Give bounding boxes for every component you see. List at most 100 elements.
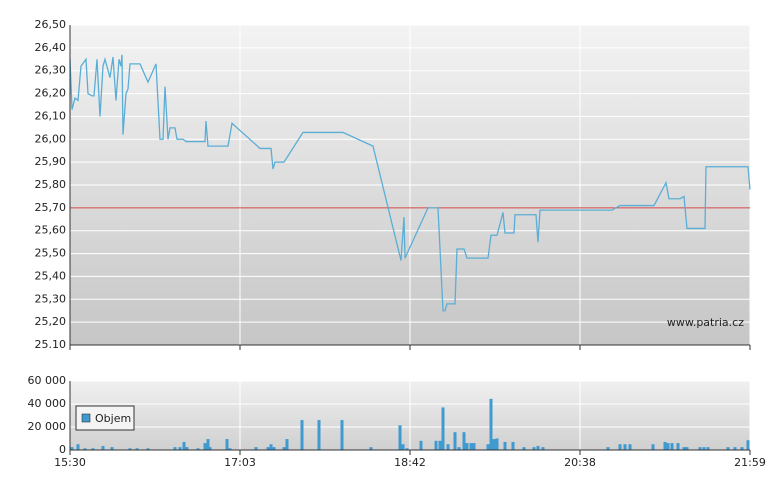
volume-bar [606, 447, 610, 450]
y-tick-label: 25,80 [35, 178, 67, 191]
volume-bar [465, 443, 469, 450]
volume-bar [182, 441, 186, 450]
x-tick-label: 18:42 [394, 456, 426, 469]
y-tick-label: 26,40 [35, 41, 67, 54]
y-tick-label: 25,40 [35, 269, 67, 282]
volume-bar [110, 447, 114, 450]
volume-bar [676, 443, 680, 450]
volume-bar [185, 447, 189, 450]
volume-bar [453, 432, 457, 450]
volume-bar [76, 444, 80, 450]
volume-bar [746, 440, 750, 450]
volume-bar [495, 438, 499, 450]
y-tick-label: 25,50 [35, 247, 67, 260]
y-tick-label: 25.10 [35, 338, 67, 351]
volume-bar [178, 447, 182, 450]
volume-bar [254, 447, 258, 450]
volume-bar [269, 444, 273, 450]
y-tick-label: 60 000 [28, 374, 67, 387]
volume-bar [196, 448, 200, 450]
volume-bar [401, 444, 405, 450]
volume-bar [726, 447, 730, 450]
y-tick-label: 25,30 [35, 292, 67, 305]
volume-bar [522, 447, 526, 450]
volume-bar [206, 439, 210, 450]
y-tick-label: 25,70 [35, 201, 67, 214]
volume-bar [623, 444, 627, 450]
x-tick-label: 17:03 [224, 456, 256, 469]
volume-bar [369, 447, 373, 450]
volume-bar [663, 441, 667, 450]
volume-bar [685, 447, 689, 450]
volume-bar [285, 439, 289, 450]
y-tick-label: 26,20 [35, 87, 67, 100]
volume-bar [698, 447, 702, 450]
volume-bar [173, 447, 177, 450]
volume-bar [472, 443, 476, 450]
volume-bar [651, 444, 655, 450]
volume-bar [135, 448, 139, 450]
y-tick-label: 26,00 [35, 132, 67, 145]
volume-bar [434, 440, 438, 450]
volume-bar [300, 420, 304, 450]
x-tick-label: 20:38 [564, 456, 596, 469]
volume-bar [706, 447, 710, 450]
volume-bar [272, 447, 276, 450]
y-tick-label: 40 000 [28, 397, 67, 410]
volume-bar [203, 443, 207, 450]
price-line [69, 54, 751, 312]
volume-bar [541, 447, 545, 450]
y-tick-label: 25,60 [35, 224, 67, 237]
volume-bar [446, 444, 450, 450]
volume-bar [225, 439, 229, 450]
volume-bar [462, 432, 466, 450]
volume-bar [91, 448, 95, 450]
volume-bar [628, 444, 632, 450]
watermark: www.patria.cz [667, 316, 744, 329]
volume-bar [492, 439, 496, 450]
volume-bar [740, 447, 744, 450]
volume-bar [208, 447, 212, 450]
volume-bar [469, 443, 473, 450]
volume-bar [536, 445, 540, 450]
volume-bar [503, 441, 507, 450]
volume-bar [511, 441, 515, 450]
volume-bar [733, 447, 737, 450]
volume-bar [666, 443, 670, 450]
volume-bar [441, 407, 445, 450]
volume-bar [618, 444, 622, 450]
y-tick-label: 20 000 [28, 420, 67, 433]
volume-bar [419, 440, 423, 450]
legend-swatch [81, 413, 91, 423]
volume-bar [405, 448, 409, 450]
volume-bar [282, 447, 286, 450]
volume-bar [128, 448, 132, 450]
volume-bar [70, 447, 74, 450]
volume-bar [266, 447, 270, 450]
volume-bar [228, 448, 232, 450]
x-tick-label: 21:59 [734, 456, 766, 469]
y-tick-label: 25,20 [35, 315, 67, 328]
volume-bar [670, 443, 674, 450]
volume-bar [340, 420, 344, 450]
volume-bar [146, 448, 150, 450]
y-tick-label: 26,50 [35, 18, 67, 31]
volume-bar [101, 445, 105, 450]
volume-bar [702, 447, 706, 450]
y-tick-label: 0 [59, 443, 66, 456]
y-tick-label: 26,30 [35, 64, 67, 77]
y-tick-label: 26,10 [35, 109, 67, 122]
y-tick-label: 25,90 [35, 155, 67, 168]
volume-bar [532, 447, 536, 450]
volume-bar [398, 425, 402, 450]
volume-bar [457, 447, 461, 450]
volume-bar [682, 447, 686, 450]
volume-bar [83, 448, 87, 450]
volume-bar [489, 398, 493, 450]
volume-bar [486, 444, 490, 450]
legend-label: Objem [95, 412, 131, 425]
x-tick-label: 15:30 [54, 456, 86, 469]
volume-bar [317, 420, 321, 450]
volume-bar [438, 440, 442, 450]
